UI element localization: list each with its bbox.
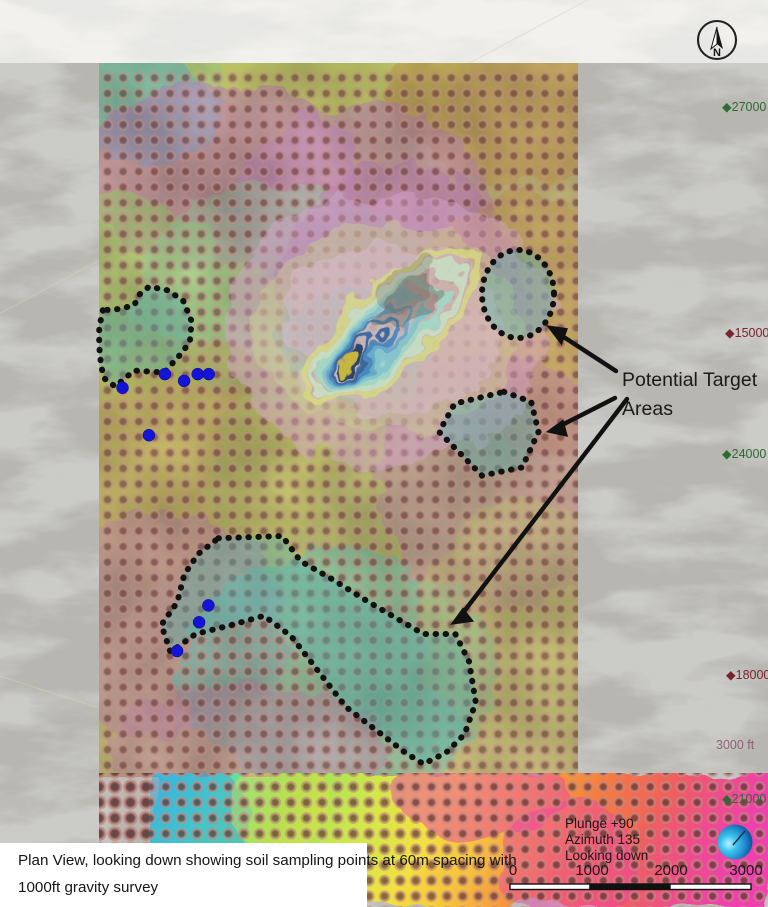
- svg-text:3000 ft: 3000 ft: [716, 738, 755, 752]
- svg-text:◆24000 N: ◆24000 N: [722, 447, 768, 461]
- svg-text:◆21000 N: ◆21000 N: [722, 792, 768, 806]
- svg-text:◆27000 N: ◆27000 N: [722, 100, 768, 114]
- svg-text:◆18000 E: ◆18000 E: [726, 668, 768, 682]
- svg-text:◆15000 E: ◆15000 E: [725, 326, 768, 340]
